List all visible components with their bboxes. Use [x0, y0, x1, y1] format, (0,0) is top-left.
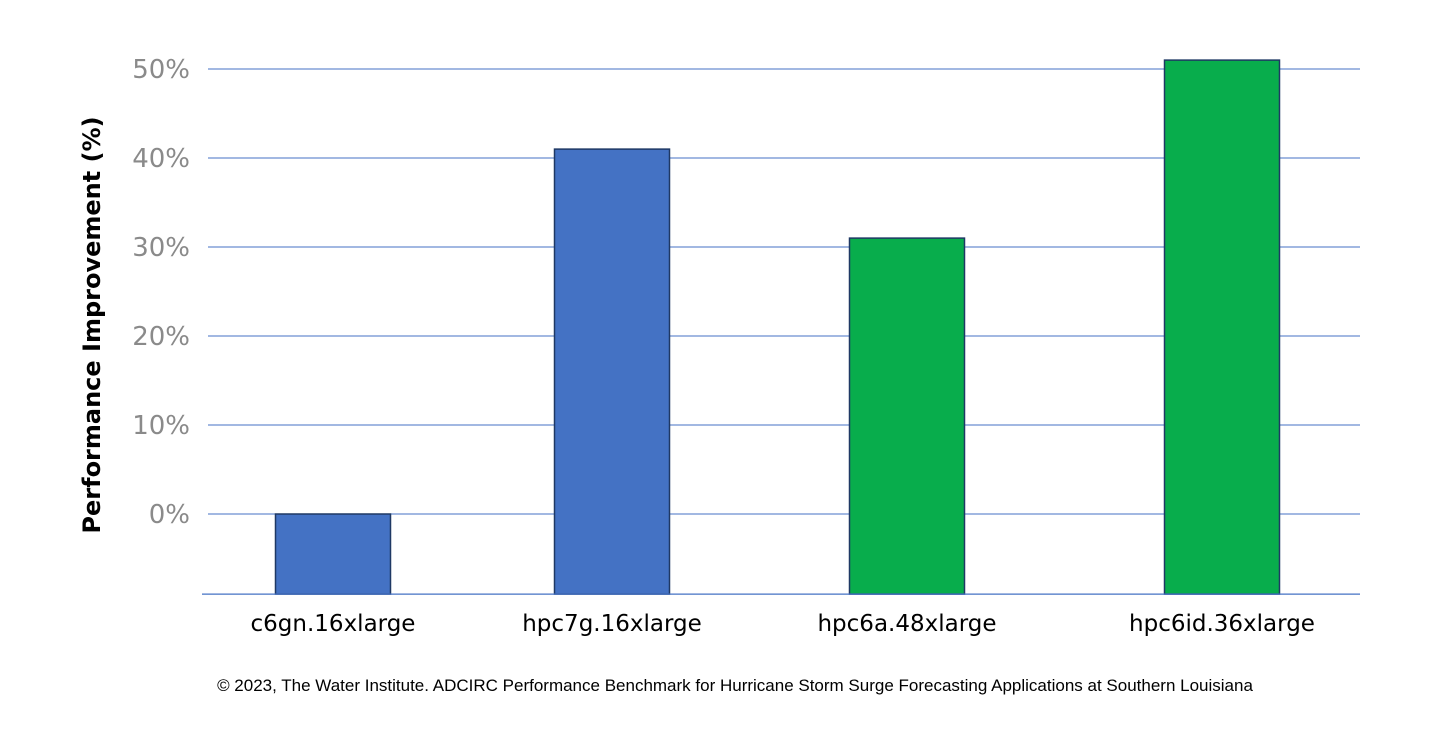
y-axis-label: Performance Improvement (%)	[78, 116, 106, 533]
x-tick-label: hpc6a.48xlarge	[817, 611, 996, 637]
y-axis-ticks: 0% 10% 20% 30% 40% 50%	[132, 55, 190, 530]
bar-hpc6id-36xlarge	[1163, 59, 1281, 595]
y-tick-label: 50%	[132, 55, 190, 85]
x-tick-label: c6gn.16xlarge	[251, 611, 416, 637]
bars	[274, 59, 1281, 595]
bar-c6gn-16xlarge	[274, 513, 392, 595]
y-tick-label: 10%	[132, 411, 190, 441]
y-tick-label: 40%	[132, 144, 190, 174]
bar-hpc6a-48xlarge	[848, 237, 966, 595]
x-tick-label: hpc6id.36xlarge	[1129, 611, 1315, 637]
x-tick-label: hpc7g.16xlarge	[522, 611, 702, 637]
y-tick-label: 20%	[132, 322, 190, 352]
x-axis-ticks: c6gn.16xlarge hpc7g.16xlarge hpc6a.48xlarg…	[251, 611, 1315, 637]
source-footer: © 2023, The Water Institute. ADCIRC Perf…	[217, 676, 1253, 695]
bar-hpc7g-16xlarge	[553, 148, 671, 595]
y-tick-label: 0%	[149, 500, 190, 530]
y-tick-label: 30%	[132, 233, 190, 263]
